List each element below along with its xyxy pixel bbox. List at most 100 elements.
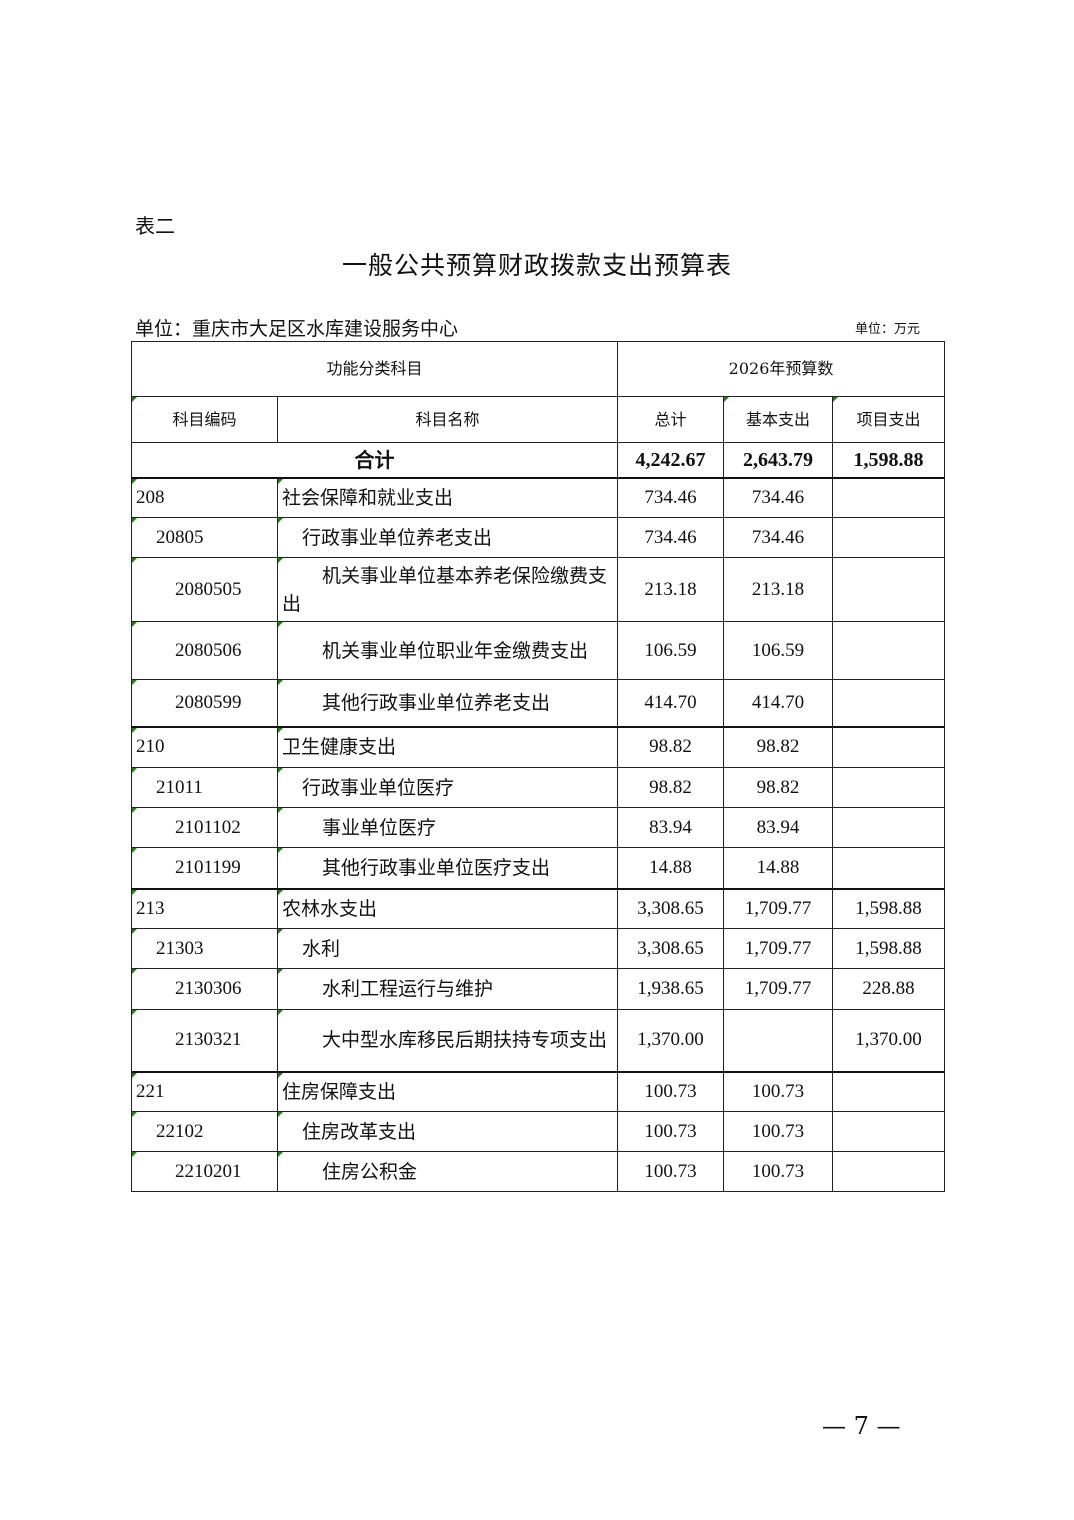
- row-total: 100.73: [617, 1070, 725, 1112]
- row-project: 1,598.88: [832, 928, 946, 969]
- row-project: [832, 517, 946, 558]
- table-row: 210 卫生健康支出 98.82 98.82: [131, 725, 946, 768]
- row-code: 210: [131, 725, 278, 768]
- header-name: 科目名称: [276, 396, 619, 443]
- row-code: 2080506: [131, 621, 278, 680]
- row-code: 22102: [131, 1111, 278, 1152]
- table-row: 2210201 住房公积金 100.73 100.73: [131, 1151, 946, 1192]
- row-total: 106.59: [617, 621, 725, 680]
- total-row: 合计 4,242.67 2,643.79 1,598.88: [130, 442, 946, 479]
- row-total: 3,308.65: [617, 887, 725, 929]
- row-name: 机关事业单位职业年金缴费支出: [276, 621, 619, 680]
- row-name: 住房公积金: [276, 1151, 619, 1192]
- row-project: [832, 1111, 946, 1152]
- table-row: 22102 住房改革支出 100.73 100.73: [131, 1111, 946, 1152]
- row-total: 1,938.65: [617, 968, 725, 1010]
- row-total: 213.18: [617, 557, 725, 622]
- row-name: 事业单位医疗: [276, 807, 619, 848]
- row-name: 社会保障和就业支出: [276, 476, 619, 518]
- row-total: 100.73: [617, 1151, 725, 1192]
- row-project: 1,598.88: [832, 887, 946, 929]
- total-project: 1,598.88: [832, 442, 946, 479]
- header-budget-2026: 2026年预算数: [617, 341, 946, 397]
- row-total: 734.46: [617, 517, 725, 558]
- row-project: [832, 621, 946, 680]
- row-basic: 100.73: [723, 1151, 834, 1192]
- row-total: 414.70: [617, 679, 725, 727]
- row-name: 其他行政事业单位医疗支出: [276, 847, 619, 889]
- header-code: 科目编码: [131, 396, 278, 443]
- row-name: 卫生健康支出: [276, 725, 619, 768]
- row-basic: 734.46: [723, 476, 834, 518]
- row-code: 213: [131, 887, 278, 929]
- row-name: 水利工程运行与维护: [276, 968, 619, 1010]
- table-row: 2101199 其他行政事业单位医疗支出 14.88 14.88: [131, 847, 946, 889]
- page-number: — 7 —: [822, 1412, 901, 1440]
- row-code: 2101199: [131, 847, 278, 889]
- row-name: 农林水支出: [276, 887, 619, 929]
- table-row: 21303 水利 3,308.65 1,709.77 1,598.88: [131, 928, 946, 969]
- total-basic: 2,643.79: [723, 442, 834, 479]
- row-project: [832, 767, 946, 808]
- header-group-row: 功能分类科目 2026年预算数: [130, 341, 946, 397]
- row-basic: 98.82: [723, 725, 834, 768]
- unit-currency: 单位：万元: [855, 322, 921, 337]
- row-code: 208: [131, 476, 278, 518]
- table-row: 208 社会保障和就业支出 734.46 734.46: [131, 476, 946, 518]
- row-project: 1,370.00: [832, 1009, 946, 1072]
- row-code: 2130306: [131, 968, 278, 1010]
- row-basic: 14.88: [723, 847, 834, 889]
- row-code: 2101102: [131, 807, 278, 848]
- page-title: 一般公共预算财政拨款支出预算表: [341, 251, 732, 280]
- row-basic: 414.70: [723, 679, 834, 727]
- row-name: 机关事业单位基本养老保险缴费支出: [276, 557, 619, 622]
- total-label: 合计: [130, 442, 619, 479]
- row-total: 98.82: [617, 767, 725, 808]
- row-code: 2130321: [131, 1009, 278, 1072]
- table-row: 21011 行政事业单位医疗 98.82 98.82: [131, 767, 946, 808]
- row-total: 100.73: [617, 1111, 725, 1152]
- table-row: 2130321 大中型水库移民后期扶持专项支出 1,370.00 1,370.00: [131, 1009, 946, 1072]
- row-total: 98.82: [617, 725, 725, 768]
- table-label: 表二: [135, 214, 175, 238]
- row-project: 228.88: [832, 968, 946, 1010]
- row-code: 21303: [131, 928, 278, 969]
- row-name: 行政事业单位医疗: [276, 767, 619, 808]
- row-code: 2080505: [131, 557, 278, 622]
- row-basic: 734.46: [723, 517, 834, 558]
- table-row: 20805 行政事业单位养老支出 734.46 734.46: [131, 517, 946, 558]
- row-basic: 100.73: [723, 1111, 834, 1152]
- row-project: [832, 679, 946, 727]
- row-name: 行政事业单位养老支出: [276, 517, 619, 558]
- row-basic: 100.73: [723, 1070, 834, 1112]
- total-total: 4,242.67: [617, 442, 725, 479]
- row-basic: 98.82: [723, 767, 834, 808]
- unit-organization: 单位：重庆市大足区水库建设服务中心: [135, 318, 459, 340]
- table-row: 2080505 机关事业单位基本养老保险缴费支出 213.18 213.18: [131, 557, 946, 622]
- row-project: [832, 1151, 946, 1192]
- row-basic: 106.59: [723, 621, 834, 680]
- row-basic: 213.18: [723, 557, 834, 622]
- table-row: 2080599 其他行政事业单位养老支出 414.70 414.70: [131, 679, 946, 727]
- row-code: 21011: [131, 767, 278, 808]
- header-total: 总计: [617, 396, 725, 443]
- row-name: 水利: [276, 928, 619, 969]
- table-row: 2130306 水利工程运行与维护 1,938.65 1,709.77 228.88: [131, 968, 946, 1010]
- row-project: [832, 1070, 946, 1112]
- row-code: 221: [131, 1070, 278, 1112]
- row-basic: 1,709.77: [723, 928, 834, 969]
- row-name: 大中型水库移民后期扶持专项支出: [276, 1009, 619, 1072]
- row-total: 83.94: [617, 807, 725, 848]
- row-basic: 83.94: [723, 807, 834, 848]
- row-project: [832, 807, 946, 848]
- table-row: 213 农林水支出 3,308.65 1,709.77 1,598.88: [131, 887, 946, 929]
- row-project: [832, 476, 946, 518]
- row-name: 住房改革支出: [276, 1111, 619, 1152]
- table-row: 2080506 机关事业单位职业年金缴费支出 106.59 106.59: [131, 621, 946, 680]
- header-basic: 基本支出: [723, 396, 834, 443]
- budget-table: 功能分类科目 2026年预算数 科目编码 科目名称 总计 基本支出 项目支出 合…: [130, 341, 946, 1192]
- header-project: 项目支出: [832, 396, 946, 443]
- row-project: [832, 847, 946, 889]
- header-columns-row: 科目编码 科目名称 总计 基本支出 项目支出: [131, 396, 946, 443]
- row-total: 14.88: [617, 847, 725, 889]
